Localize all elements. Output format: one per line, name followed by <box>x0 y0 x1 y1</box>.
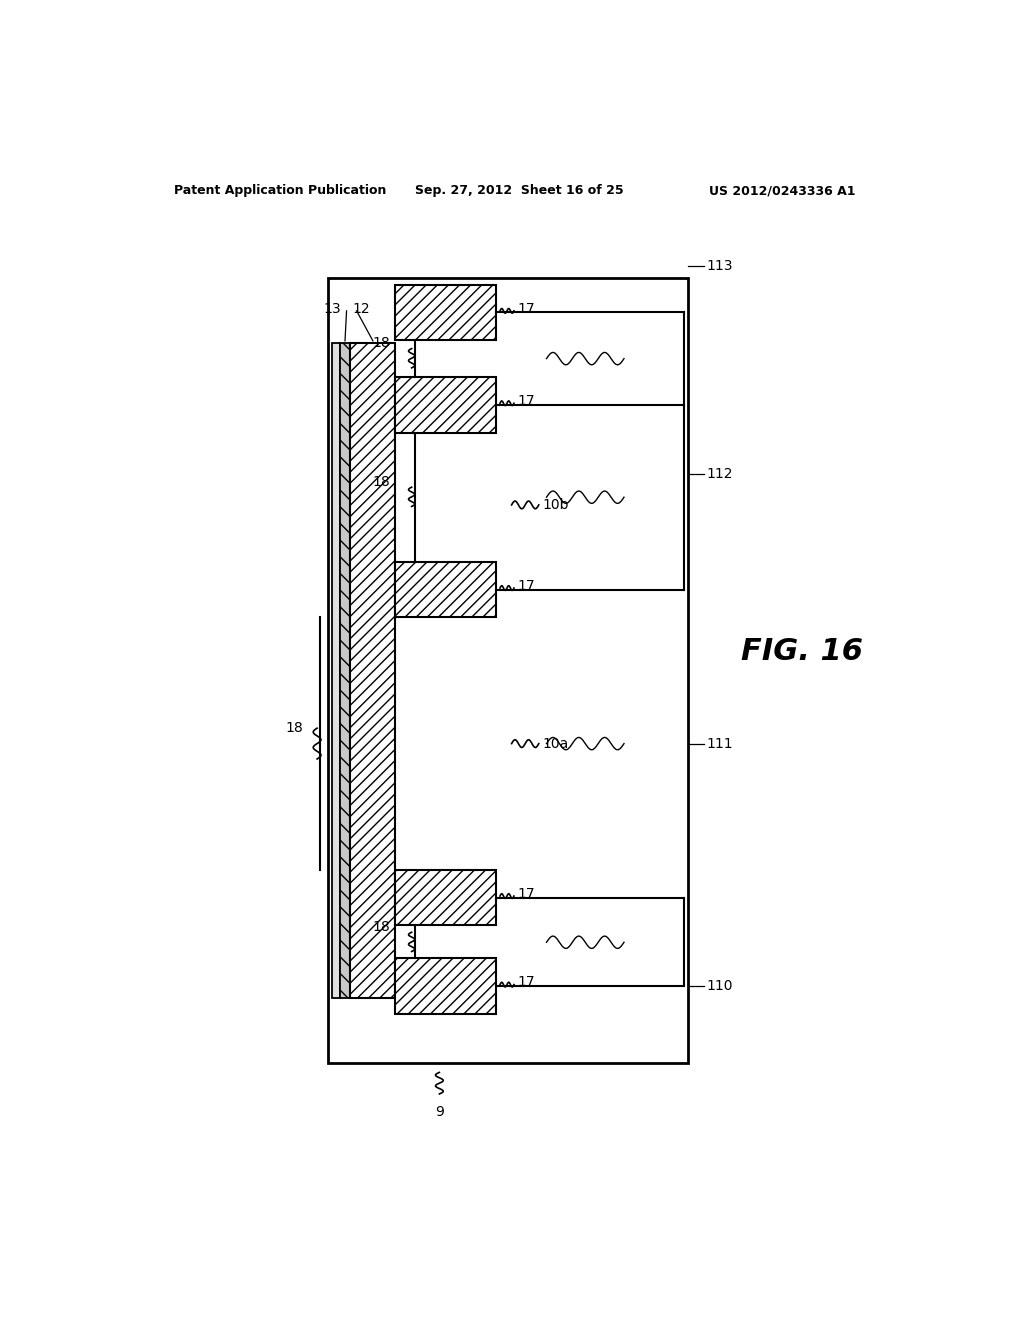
Bar <box>340 343 350 998</box>
Text: US 2012/0243336 A1: US 2012/0243336 A1 <box>710 185 856 197</box>
Text: FIG. 16: FIG. 16 <box>741 636 863 665</box>
Text: Sep. 27, 2012  Sheet 16 of 25: Sep. 27, 2012 Sheet 16 of 25 <box>415 185 624 197</box>
Text: 17: 17 <box>517 578 535 593</box>
Text: 18: 18 <box>372 337 390 350</box>
Bar <box>395 378 496 433</box>
Bar <box>328 277 688 1063</box>
Bar <box>395 870 496 925</box>
Text: 9: 9 <box>435 1106 443 1119</box>
Text: 113: 113 <box>707 259 732 273</box>
Text: Patent Application Publication: Patent Application Publication <box>174 185 387 197</box>
Text: 111: 111 <box>707 737 733 751</box>
Bar <box>395 285 496 341</box>
Text: 13: 13 <box>324 301 341 315</box>
Text: 112: 112 <box>707 467 732 480</box>
Text: 17: 17 <box>517 393 535 408</box>
Text: 18: 18 <box>372 920 390 933</box>
Text: 17: 17 <box>517 975 535 989</box>
Text: 110: 110 <box>707 979 732 993</box>
Text: 12: 12 <box>352 301 370 315</box>
Text: 10a: 10a <box>543 737 569 751</box>
Text: 17: 17 <box>517 301 535 315</box>
Text: 18: 18 <box>286 721 303 735</box>
Bar <box>395 958 496 1014</box>
Text: 10b: 10b <box>543 498 569 512</box>
Text: 17: 17 <box>517 887 535 900</box>
Text: 18: 18 <box>372 475 390 488</box>
Bar <box>350 343 395 998</box>
Bar <box>332 343 340 998</box>
Bar <box>395 562 496 618</box>
